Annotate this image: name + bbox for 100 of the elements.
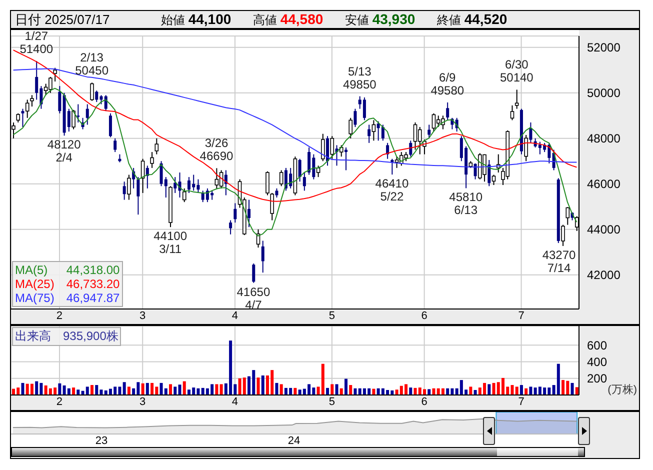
- candlestick: [86, 104, 89, 126]
- x-tick-label: 2: [56, 310, 63, 322]
- y-tick-label: 42000: [587, 268, 621, 282]
- x-tick-label: 5: [328, 310, 336, 322]
- bar: [469, 386, 472, 395]
- bar: [432, 388, 436, 395]
- y-axis-title: (万株): [608, 383, 637, 396]
- annotation: 44100 3/11: [154, 229, 188, 256]
- bar: [488, 384, 491, 395]
- candlestick: [21, 108, 24, 128]
- chart-title: 出来高 935,900株: [12, 327, 122, 346]
- candlestick: [270, 192, 274, 221]
- bar: [275, 382, 278, 395]
- annotation: 6/30 50140: [500, 58, 534, 85]
- text: 高値 44,580: [253, 10, 324, 26]
- y-tick-label: 48000: [587, 132, 621, 146]
- candlestick: [25, 99, 30, 118]
- bar: [21, 382, 24, 395]
- candlestick: [275, 188, 278, 198]
- bar: [141, 383, 144, 395]
- candlestick: [30, 94, 34, 108]
- bar: [58, 383, 62, 395]
- candlestick: [90, 82, 94, 102]
- x-tick-label: 3: [140, 396, 146, 408]
- candlestick: [214, 168, 219, 189]
- candlestick: [492, 174, 496, 186]
- candlestick: [154, 138, 159, 155]
- bar: [294, 388, 297, 395]
- x-tick-label: 4: [232, 396, 238, 408]
- x-tick-label: 7: [518, 310, 524, 322]
- candlestick: [266, 170, 270, 196]
- bar: [122, 382, 126, 395]
- candlestick: [432, 112, 436, 132]
- candlestick: [446, 102, 450, 121]
- candlestick: [182, 188, 186, 203]
- x-tick-label: 3: [140, 310, 146, 322]
- candlestick: [488, 159, 491, 187]
- bar: [515, 386, 518, 395]
- y-tick-label: 46000: [587, 177, 621, 192]
- annotation: 46410 5/22: [375, 176, 409, 204]
- bar: [340, 388, 343, 395]
- bar: [330, 384, 334, 395]
- bar: [169, 384, 172, 395]
- candlestick: [234, 202, 237, 224]
- annotation: 48120 2/4: [47, 138, 82, 165]
- annotation: 2/13 50450: [75, 50, 109, 78]
- bar: [335, 384, 338, 395]
- candlestick: [409, 140, 412, 158]
- bar: [76, 390, 80, 395]
- candlestick: [95, 90, 98, 102]
- candlestick: [566, 206, 570, 226]
- bar: [428, 389, 431, 395]
- y-tick-label: 600: [587, 338, 608, 352]
- y-tick-label: 52000: [587, 40, 621, 55]
- candlestick: [229, 220, 232, 235]
- x-tick-label: 4: [232, 310, 238, 322]
- bar: [575, 387, 578, 395]
- bar: [570, 382, 574, 395]
- bar: [146, 382, 149, 395]
- candlestick: [114, 138, 117, 153]
- bar: [556, 364, 560, 395]
- x-tick-label: 24: [288, 435, 300, 447]
- annotation: 45810 6/13: [449, 190, 483, 218]
- bar: [72, 388, 76, 395]
- text: MA(75) 46,947.87: [15, 291, 120, 305]
- candlestick: [35, 60, 38, 100]
- bar: [215, 384, 218, 395]
- bar: [261, 375, 264, 395]
- candlestick: [174, 176, 177, 194]
- candlestick: [474, 162, 477, 180]
- bar: [446, 388, 450, 395]
- bar: [182, 381, 186, 395]
- candlestick: [53, 67, 57, 82]
- candlestick: [127, 174, 131, 200]
- text: 安値 43,930: [345, 10, 416, 26]
- bar: [95, 385, 98, 395]
- candlestick: [354, 108, 357, 128]
- candlestick: [122, 181, 126, 200]
- candlestick: [279, 170, 284, 187]
- bar: [349, 385, 352, 395]
- bar: [354, 388, 357, 395]
- bar: [220, 384, 223, 395]
- y-tick-label: 200: [587, 372, 608, 386]
- candlestick: [372, 120, 376, 142]
- candlestick: [261, 240, 264, 274]
- annotation: 3/26 46690: [200, 136, 234, 164]
- candlestick: [386, 142, 390, 160]
- bar: [256, 378, 260, 395]
- x-tick-label: 6: [421, 310, 428, 322]
- candlestick: [58, 86, 62, 114]
- candlestick: [298, 158, 302, 182]
- candlestick: [326, 136, 330, 166]
- bar: [422, 389, 426, 395]
- bar: [86, 386, 89, 395]
- bar: [242, 378, 246, 395]
- text: 始値 44,100: [161, 10, 232, 26]
- candlestick: [308, 146, 311, 176]
- x-tick-label: 2: [56, 396, 63, 408]
- bar: [30, 384, 34, 395]
- annotation: 43270 7/14: [542, 248, 576, 275]
